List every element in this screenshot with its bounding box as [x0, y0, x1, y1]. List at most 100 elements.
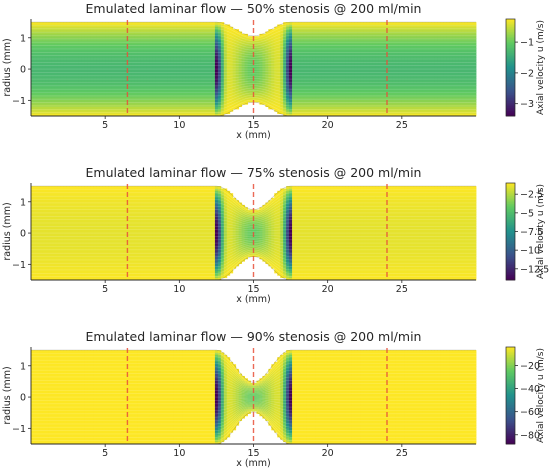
velocity-cell: [384, 104, 388, 108]
velocity-cell: [93, 36, 97, 39]
velocity-cell: [357, 40, 361, 44]
velocity-cell: [36, 87, 41, 91]
velocity-cell: [271, 90, 275, 93]
velocity-cell: [238, 94, 243, 98]
velocity-cell: [333, 80, 337, 84]
velocity-cell: [51, 31, 56, 35]
velocity-cell: [131, 52, 136, 56]
velocity-cell: [369, 50, 373, 54]
velocity-cell: [318, 40, 323, 44]
velocity-cell: [173, 71, 177, 75]
velocity-cell: [395, 99, 400, 103]
velocity-cell: [232, 29, 237, 32]
velocity-cell: [170, 97, 174, 100]
velocity-cell: [137, 43, 142, 46]
velocity-cell: [375, 85, 379, 89]
velocity-cell: [220, 92, 225, 96]
velocity-cell: [51, 87, 56, 91]
velocity-cell: [220, 22, 225, 25]
velocity-cell: [232, 45, 237, 49]
velocity-cell: [167, 69, 171, 72]
velocity-cell: [134, 31, 139, 35]
velocity-cell: [232, 87, 237, 91]
velocity-cell: [384, 69, 388, 72]
velocity-cell: [57, 94, 62, 98]
velocity-cell: [321, 92, 326, 96]
velocity-cell: [81, 29, 85, 32]
velocity-cell: [235, 85, 240, 89]
velocity-cell: [87, 62, 91, 65]
velocity-cell: [286, 71, 290, 75]
velocity-cell: [253, 52, 257, 56]
velocity-cell: [206, 40, 210, 44]
velocity-cell: [206, 47, 210, 51]
velocity-cell: [51, 71, 56, 75]
velocity-cell: [318, 24, 323, 28]
velocity-cell: [217, 113, 222, 117]
velocity-cell: [315, 104, 320, 108]
velocity-cell: [357, 69, 361, 72]
velocity-cell: [283, 94, 287, 98]
velocity-cell: [96, 99, 100, 103]
velocity-cell: [280, 36, 284, 39]
velocity-cell: [78, 29, 82, 32]
velocity-cell: [223, 38, 228, 42]
velocity-cell: [185, 38, 189, 42]
velocity-cell: [211, 85, 216, 89]
velocity-cell: [295, 108, 299, 112]
velocity-cell: [384, 71, 388, 75]
velocity-cell: [155, 80, 159, 84]
velocity-cell: [289, 99, 293, 103]
velocity-cell: [161, 106, 165, 110]
velocity-cell: [348, 90, 352, 93]
velocity-cell: [407, 40, 412, 44]
velocity-cell: [357, 38, 361, 42]
velocity-cell: [312, 76, 317, 79]
velocity-cell: [324, 97, 329, 100]
velocity-cell: [182, 62, 186, 65]
velocity-cell: [327, 31, 332, 35]
velocity-cell: [369, 36, 373, 39]
velocity-cell: [185, 26, 189, 30]
velocity-cell: [143, 24, 148, 28]
velocity-cell: [253, 76, 257, 79]
velocity-cell: [256, 71, 260, 75]
velocity-cell: [401, 92, 406, 96]
velocity-cell: [45, 38, 50, 42]
velocity-cell: [262, 45, 266, 49]
velocity-cell: [78, 111, 82, 115]
velocity-cell: [253, 97, 257, 100]
velocity-cell: [117, 111, 121, 115]
velocity-cell: [324, 66, 329, 70]
velocity-cell: [78, 54, 82, 58]
velocity-cell: [387, 69, 391, 72]
velocity-cell: [369, 78, 373, 82]
velocity-cell: [72, 97, 76, 100]
velocity-cell: [351, 29, 355, 32]
velocity-cell: [395, 90, 400, 93]
velocity-cell: [232, 83, 237, 86]
velocity-cell: [220, 101, 225, 105]
velocity-cell: [161, 94, 165, 98]
velocity-cell: [48, 83, 53, 86]
velocity-cell: [339, 87, 343, 91]
velocity-cell: [312, 90, 317, 93]
velocity-cell: [336, 22, 340, 25]
velocity-cell: [268, 101, 272, 105]
velocity-cell: [381, 26, 385, 30]
velocity-cell: [321, 80, 326, 84]
velocity-cell: [200, 36, 204, 39]
velocity-cell: [345, 52, 349, 56]
velocity-cell: [363, 47, 367, 51]
velocity-cell: [268, 29, 272, 32]
velocity-cell: [274, 45, 278, 49]
velocity-cell: [295, 29, 299, 32]
velocity-cell: [300, 97, 305, 100]
velocity-cell: [211, 64, 216, 68]
velocity-cell: [57, 111, 62, 115]
velocity-cell: [197, 66, 201, 70]
velocity-cell: [188, 108, 192, 112]
velocity-cell: [96, 26, 100, 30]
velocity-cell: [182, 31, 186, 35]
velocity-cell: [128, 33, 133, 37]
